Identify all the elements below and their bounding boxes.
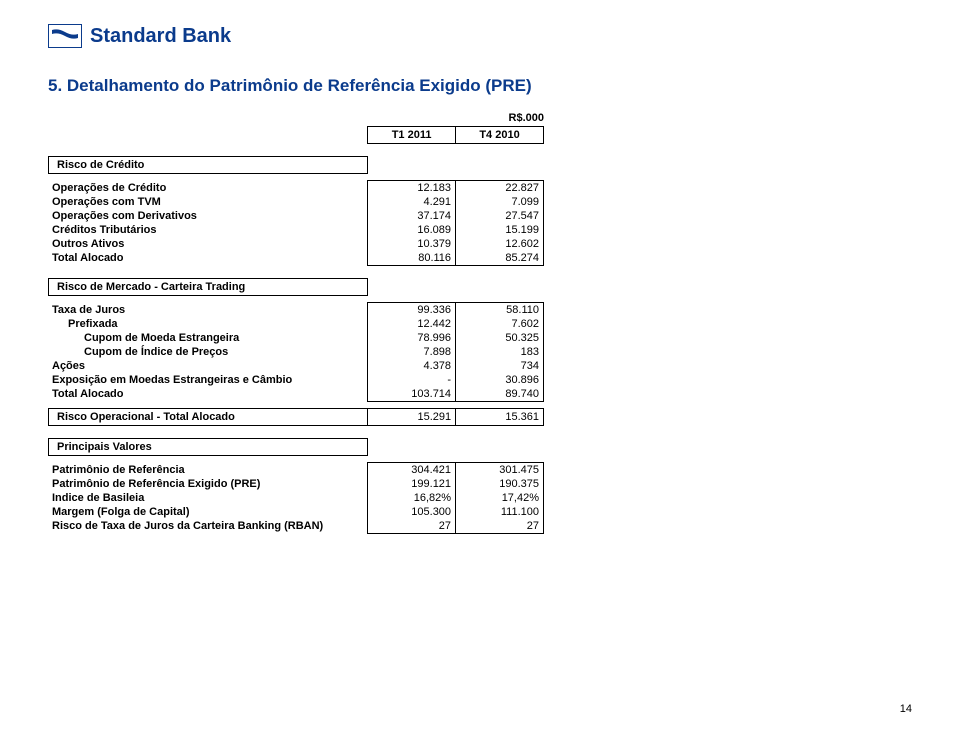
brand-name: Standard Bank	[90, 25, 231, 48]
page-number: 14	[900, 703, 912, 715]
row-value-t1: 105.300	[368, 505, 456, 519]
row-label: Exposição em Moedas Estrangeiras e Câmbi…	[48, 373, 368, 387]
row-operacional: Risco Operacional - Total Alocado 15.291…	[48, 408, 544, 426]
row-value-t1: 37.174	[368, 209, 456, 223]
row-value-t1: 78.996	[368, 331, 456, 345]
row-value-t1: 80.116	[368, 251, 456, 266]
row-value-t1: 27	[368, 519, 456, 534]
row-value-t1: 12.442	[368, 317, 456, 331]
row-value-t2: 734	[456, 359, 544, 373]
row-label: Operações com Derivativos	[48, 209, 368, 223]
row-value-t2: 30.896	[456, 373, 544, 387]
row-value-t2: 27.547	[456, 209, 544, 223]
row-value-t1: 99.336	[368, 303, 456, 318]
table-credito: Operações de Crédito12.18322.827 Operaçõe…	[48, 180, 544, 266]
row-value-t2: 17,42%	[456, 491, 544, 505]
row-value-t2: 22.827	[456, 181, 544, 196]
period-t1: T1 2011	[368, 127, 456, 144]
row-value-t2: 58.110	[456, 303, 544, 318]
brand-flag-icon	[48, 24, 82, 48]
section-header-principais: Principais Valores	[48, 438, 368, 456]
period-t2: T4 2010	[456, 127, 544, 144]
row-label: Ações	[48, 359, 368, 373]
row-label: Taxa de Juros	[48, 303, 368, 318]
row-value-t1: 199.121	[368, 477, 456, 491]
operacional-label: Risco Operacional - Total Alocado	[49, 409, 368, 426]
row-label: Créditos Tributários	[48, 223, 368, 237]
row-value-t1: 7.898	[368, 345, 456, 359]
row-value-t2: 190.375	[456, 477, 544, 491]
row-value-t2: 85.274	[456, 251, 544, 266]
row-label: Total Alocado	[48, 251, 368, 266]
row-value-t1: 10.379	[368, 237, 456, 251]
row-value-t2: 50.325	[456, 331, 544, 345]
row-value-t2: 111.100	[456, 505, 544, 519]
row-value-t2: 89.740	[456, 387, 544, 402]
brand-logo: Standard Bank	[48, 24, 912, 48]
row-label: Risco de Taxa de Juros da Carteira Banki…	[48, 519, 368, 534]
row-value-t1: 16,82%	[368, 491, 456, 505]
table-mercado: Taxa de Juros99.33658.110 Prefixada12.442…	[48, 302, 544, 402]
row-value-t2: 183	[456, 345, 544, 359]
row-value-t1: 4.378	[368, 359, 456, 373]
row-value-t1: 103.714	[368, 387, 456, 402]
row-value-t1: 16.089	[368, 223, 456, 237]
row-label: Operações com TVM	[48, 195, 368, 209]
section-header-mercado: Risco de Mercado - Carteira Trading	[48, 278, 368, 296]
row-value-t1: 4.291	[368, 195, 456, 209]
row-value-t2: 27	[456, 519, 544, 534]
row-label: Cupom de Moeda Estrangeira	[48, 331, 368, 345]
row-label: Cupom de Índice de Preços	[48, 345, 368, 359]
row-label: Indice de Basileia	[48, 491, 368, 505]
row-label: Operações de Crédito	[48, 181, 368, 196]
row-value-t2: 12.602	[456, 237, 544, 251]
unit-label: R$.000	[48, 112, 544, 124]
row-value-t1: -	[368, 373, 456, 387]
row-value-t2: 301.475	[456, 463, 544, 478]
row-label: Patrimônio de Referência Exigido (PRE)	[48, 477, 368, 491]
row-value-t2: 15.199	[456, 223, 544, 237]
operacional-v1: 15.291	[368, 409, 456, 426]
page-title: 5. Detalhamento do Patrimônio de Referên…	[48, 76, 912, 96]
row-value-t2: 7.099	[456, 195, 544, 209]
row-value-t2: 7.602	[456, 317, 544, 331]
row-label: Total Alocado	[48, 387, 368, 402]
section-header-credito: Risco de Crédito	[48, 156, 368, 174]
row-label: Prefixada	[48, 317, 368, 331]
period-header: T1 2011 T4 2010	[48, 126, 544, 144]
operacional-v2: 15.361	[456, 409, 544, 426]
row-label: Outros Ativos	[48, 237, 368, 251]
row-label: Margem (Folga de Capital)	[48, 505, 368, 519]
row-label: Patrimônio de Referência	[48, 463, 368, 478]
table-principais: Patrimônio de Referência304.421301.475 Pa…	[48, 462, 544, 534]
row-value-t1: 12.183	[368, 181, 456, 196]
row-value-t1: 304.421	[368, 463, 456, 478]
